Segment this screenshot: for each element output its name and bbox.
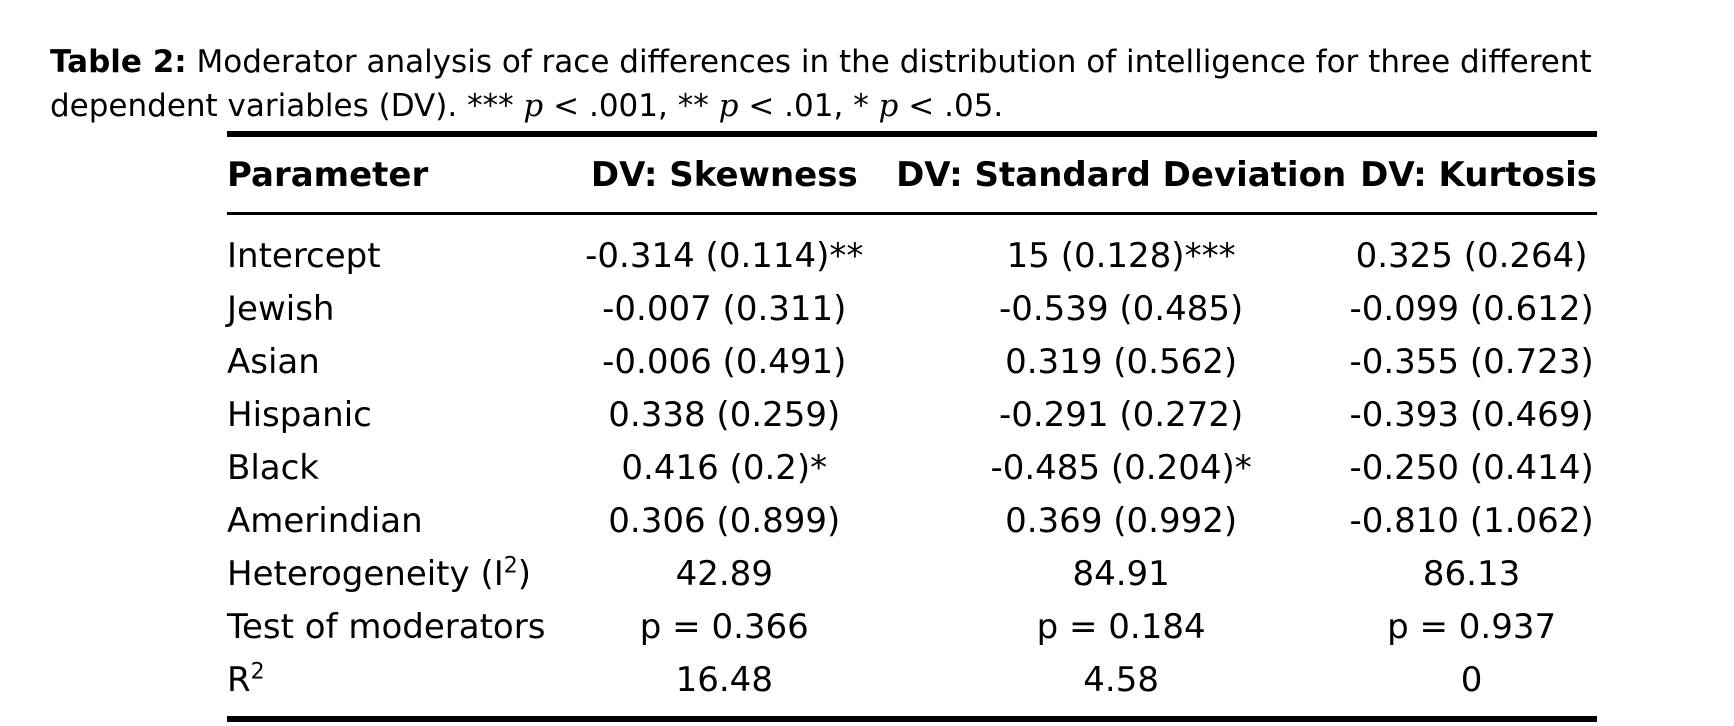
cell-standard-deviation: 15 (0.128)*** — [1006, 235, 1236, 276]
table-row: Amerindian 0.306 (0.899) 0.369 (0.992) -0.8… — [227, 494, 1597, 547]
cell-parameter: R2 — [227, 659, 265, 700]
header-kurtosis: DV: Kurtosis — [1360, 154, 1597, 195]
cell-parameter: Test of moderators — [227, 606, 546, 647]
header-skewness: DV: Skewness — [590, 154, 858, 195]
cell-parameter: Hispanic — [227, 394, 372, 435]
table-row: Test of moderators p = 0.366 p = 0.184 p = … — [227, 600, 1597, 653]
cell-parameter: Heterogeneity (I2) — [227, 553, 531, 594]
table-row: Black 0.416 (0.2)* -0.485 (0.204)* -0.250 (… — [227, 441, 1597, 494]
cell-standard-deviation: 0.369 (0.992) — [1005, 500, 1238, 541]
cell-kurtosis: p = 0.937 — [1387, 606, 1557, 647]
cell-parameter: Asian — [227, 341, 320, 382]
cell-standard-deviation: 84.91 — [1072, 553, 1170, 594]
header-row: Parameter DV: Skewness DV: Standard Devi… — [227, 134, 1597, 214]
header-standard-deviation: DV: Standard Deviation — [896, 154, 1347, 195]
caption-text: Moderator analysis of race differences i… — [50, 44, 1592, 124]
table-row: Hispanic 0.338 (0.259) -0.291 (0.272) -0.39… — [227, 388, 1597, 441]
cell-parameter: Intercept — [227, 235, 381, 276]
sig-level-3: * p < .05. — [853, 88, 1004, 124]
cell-kurtosis: -0.393 (0.469) — [1349, 394, 1594, 435]
table-row: R2 16.48 4.58 0 — [227, 653, 1597, 719]
cell-skewness: 0.338 (0.259) — [608, 394, 841, 435]
cell-skewness: 42.89 — [675, 553, 773, 594]
cell-kurtosis: 0.325 (0.264) — [1355, 235, 1588, 276]
cell-kurtosis: 0 — [1460, 659, 1483, 700]
cell-skewness: p = 0.366 — [639, 606, 809, 647]
cell-standard-deviation: 4.58 — [1083, 659, 1159, 700]
sig-level-1: *** p < .001, — [467, 88, 668, 124]
cell-skewness: 16.48 — [675, 659, 773, 700]
caption-label: Table 2: — [50, 44, 187, 80]
cell-parameter: Jewish — [227, 288, 335, 329]
cell-standard-deviation: -0.291 (0.272) — [998, 394, 1244, 435]
cell-kurtosis: -0.810 (1.062) — [1349, 500, 1594, 541]
header-parameter: Parameter — [227, 154, 429, 195]
cell-skewness: 0.416 (0.2)* — [621, 447, 828, 488]
cell-kurtosis: -0.250 (0.414) — [1349, 447, 1594, 488]
cell-skewness: -0.007 (0.311) — [602, 288, 847, 329]
cell-kurtosis: -0.355 (0.723) — [1349, 341, 1594, 382]
cell-skewness: -0.314 (0.114)** — [585, 235, 864, 276]
table-row: Intercept -0.314 (0.114)** 15 (0.128)*** 0.… — [227, 214, 1597, 283]
table-row: Heterogeneity (I2) 42.89 84.91 86.13 — [227, 547, 1597, 600]
cell-standard-deviation: -0.539 (0.485) — [998, 288, 1244, 329]
moderator-table: Parameter DV: Skewness DV: Standard Devi… — [227, 131, 1597, 722]
cell-skewness: 0.306 (0.899) — [608, 500, 841, 541]
cell-standard-deviation: -0.485 (0.204)* — [990, 447, 1252, 488]
cell-parameter: Black — [227, 447, 319, 488]
table-row: Asian -0.006 (0.491) 0.319 (0.562) -0.355 (… — [227, 335, 1597, 388]
table-caption: Table 2: Moderator analysis of race diff… — [50, 40, 1710, 128]
sig-level-2: ** p < .01, — [677, 88, 844, 124]
cell-kurtosis: -0.099 (0.612) — [1349, 288, 1594, 329]
cell-standard-deviation: p = 0.184 — [1036, 606, 1206, 647]
cell-parameter: Amerindian — [227, 500, 423, 541]
cell-standard-deviation: 0.319 (0.562) — [1005, 341, 1238, 382]
cell-kurtosis: 86.13 — [1422, 553, 1521, 594]
table-row: Jewish -0.007 (0.311) -0.539 (0.485) -0.099… — [227, 282, 1597, 335]
cell-skewness: -0.006 (0.491) — [602, 341, 847, 382]
